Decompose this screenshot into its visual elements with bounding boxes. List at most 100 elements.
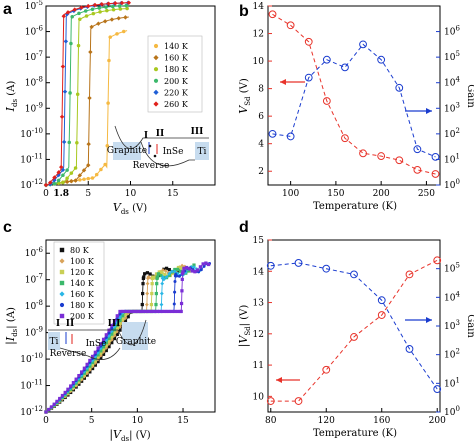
y-tick-label: 10-5 — [25, 0, 43, 12]
x-tick-label: 0 — [43, 416, 49, 426]
data-point — [286, 132, 295, 141]
y-tick-label-right: 101 — [444, 152, 460, 165]
data-point — [206, 262, 211, 267]
legend-label: 220 K — [164, 88, 189, 97]
y-axis-label: |Ids| (A) — [4, 307, 19, 345]
x-axis-label: Vds (V) — [113, 201, 147, 216]
x-tick-label: 10 — [125, 189, 137, 199]
x-tick-label: 120 — [318, 416, 335, 426]
data-point — [62, 89, 68, 94]
x-tick-label: 15 — [177, 416, 189, 426]
x-tick-label: 0 — [43, 189, 49, 199]
data-point — [154, 302, 158, 307]
data-point — [175, 274, 179, 278]
data-point — [116, 16, 121, 21]
data-point — [88, 366, 92, 370]
data-point — [110, 335, 114, 339]
data-point — [44, 410, 48, 414]
data-point — [78, 17, 82, 22]
data-point — [49, 405, 54, 409]
data-point — [65, 168, 69, 172]
data-point — [395, 156, 404, 165]
series-line — [270, 262, 438, 390]
x-tick-label: 15 — [167, 189, 179, 199]
data-point — [145, 271, 150, 275]
data-point — [150, 282, 154, 286]
y-tick-label: 10-12 — [20, 405, 43, 418]
data-point — [202, 264, 206, 268]
y-tick-label: 10-9 — [25, 326, 43, 339]
data-point — [115, 317, 119, 321]
data-point — [156, 272, 160, 276]
legend-marker — [153, 89, 159, 95]
legend-marker — [153, 55, 159, 61]
panel-d: 80 120 160 200 10 11 12 13 14 15 100 101 102 103 104 10… — [237, 236, 474, 439]
data-point — [160, 270, 164, 274]
data-point — [177, 274, 181, 278]
x-tick-label: 80 — [265, 416, 277, 426]
y-tick-label-right: 102 — [444, 348, 460, 361]
legend-marker — [153, 78, 159, 83]
data-point — [52, 402, 56, 406]
y-tick-label: 10-7 — [25, 50, 43, 63]
data-point — [112, 319, 117, 323]
data-point — [75, 92, 80, 96]
inset-label: Ti — [50, 337, 59, 347]
x-tick-label: 10 — [132, 416, 144, 426]
data-point — [48, 180, 53, 185]
y-tick-label: 10-8 — [25, 76, 43, 89]
y-tick-label-right: 103 — [444, 319, 460, 332]
data-point — [121, 309, 125, 314]
legend-marker — [59, 313, 65, 319]
data-point — [155, 275, 160, 279]
data-point — [87, 95, 92, 101]
inset-band-top — [114, 125, 209, 149]
inset-label: InSe — [163, 147, 184, 157]
legend-label: 180 K — [70, 301, 95, 310]
data-point — [187, 267, 192, 271]
data-point — [98, 10, 102, 14]
data-point — [99, 356, 103, 360]
data-point — [405, 345, 414, 353]
data-point — [118, 318, 122, 323]
data-point — [359, 40, 367, 49]
data-point — [83, 9, 88, 13]
data-point — [156, 309, 160, 314]
data-point — [75, 141, 79, 145]
data-point — [155, 282, 159, 286]
data-point — [154, 291, 158, 296]
data-point — [140, 309, 144, 314]
x-tick-label: 100 — [282, 189, 299, 199]
inset-label: Reverse — [133, 161, 170, 171]
data-point — [304, 73, 313, 82]
data-point — [109, 17, 115, 22]
data-point — [99, 342, 103, 346]
data-point — [104, 338, 109, 342]
data-point — [433, 256, 442, 265]
panel-label-a: a — [3, 1, 12, 18]
x-tick-label: 250 — [418, 189, 435, 199]
data-point — [96, 355, 100, 359]
data-point — [82, 369, 87, 374]
data-point — [192, 263, 196, 267]
data-point — [69, 384, 73, 388]
data-point — [115, 329, 120, 334]
data-point — [93, 359, 97, 363]
data-point — [115, 323, 119, 327]
y-axis-label: Ids (A) — [4, 81, 19, 113]
data-point — [322, 365, 331, 374]
inset-band-top — [48, 319, 147, 346]
data-point — [73, 166, 78, 170]
data-point — [431, 170, 440, 178]
data-point — [204, 261, 208, 265]
y-tick-label: 10-10 — [20, 127, 43, 140]
data-point — [180, 277, 184, 281]
data-point — [79, 5, 84, 10]
annotation-label: 1.8 — [53, 189, 69, 199]
inset-label: Graphite — [107, 146, 147, 156]
data-point — [266, 261, 275, 270]
inset-ti-fill — [195, 142, 209, 160]
data-point — [377, 296, 386, 305]
series-line — [270, 259, 438, 402]
